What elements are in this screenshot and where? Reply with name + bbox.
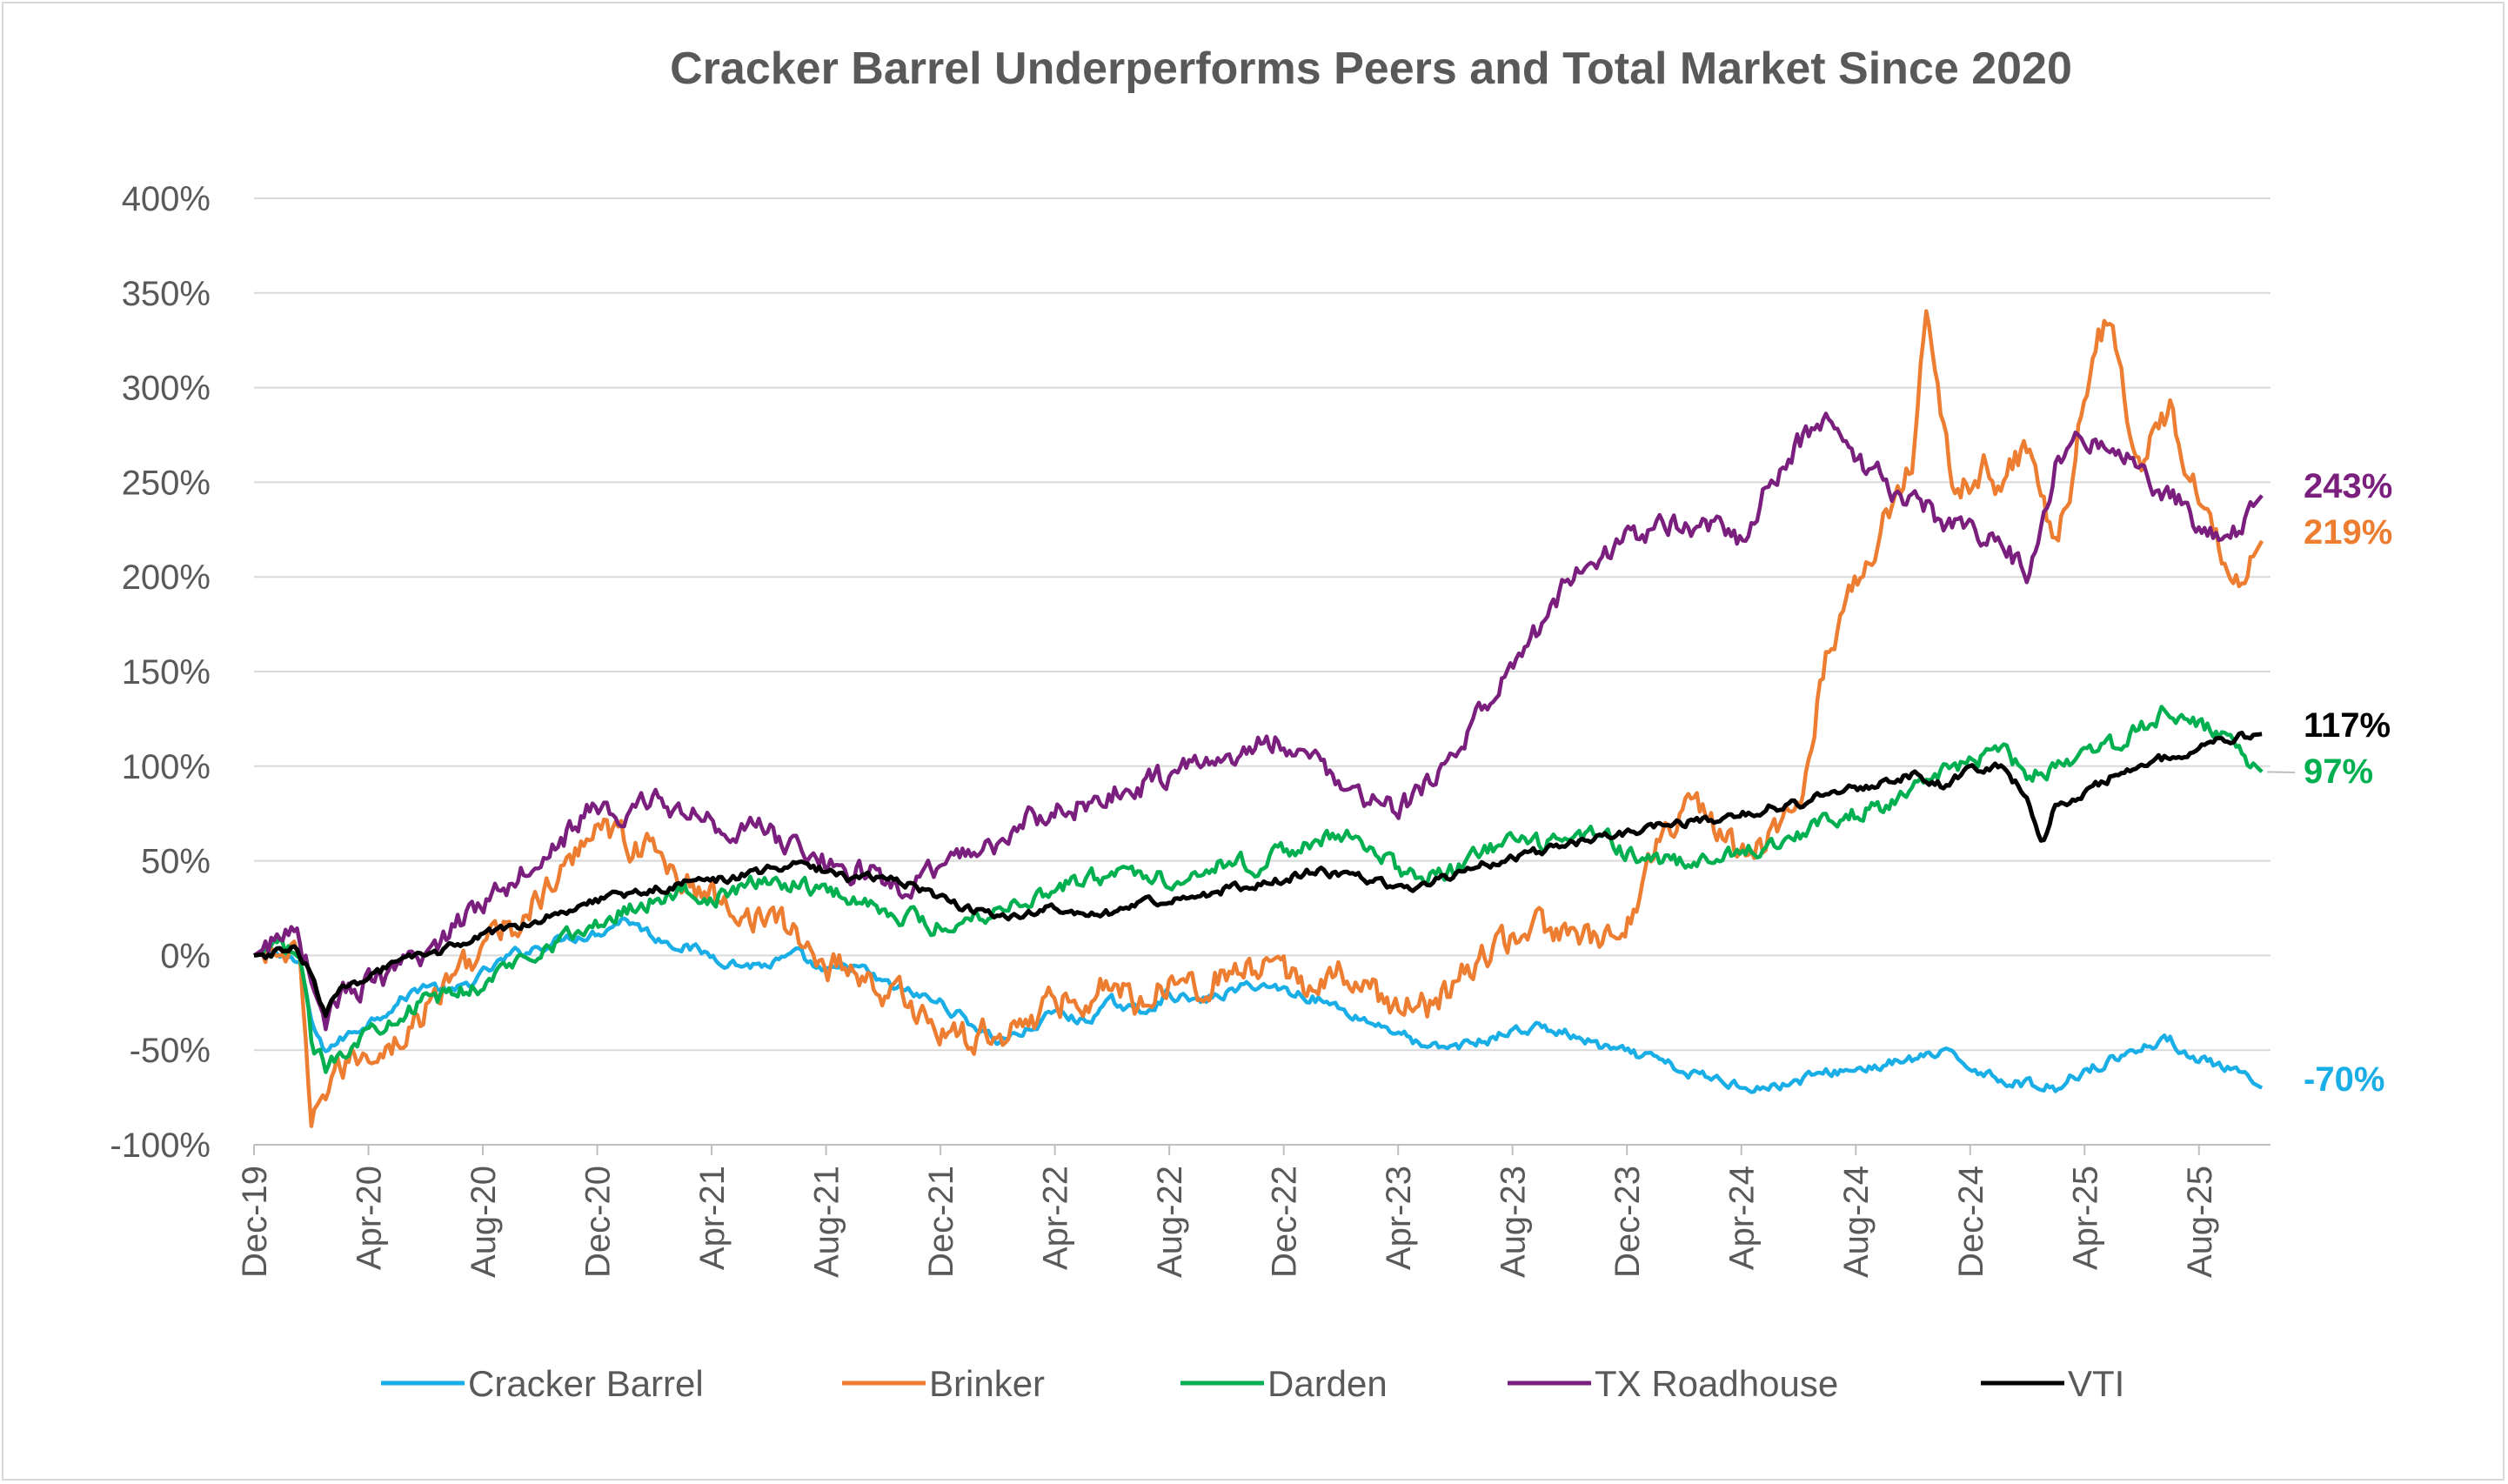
x-tick-label: Apr-23 — [1380, 1166, 1418, 1270]
end-label-vti: 117% — [2304, 706, 2391, 745]
x-tick-label: Dec-22 — [1266, 1166, 1304, 1278]
end-label-darden: 97% — [2304, 752, 2373, 791]
legend-label-brinker: Brinker — [929, 1363, 1045, 1404]
y-tick-label: 150% — [122, 653, 211, 692]
series-line-tx-roadhouse — [252, 411, 2264, 1032]
end-label-cracker-barrel: -70% — [2304, 1060, 2384, 1099]
x-tick-label: Aug-25 — [2181, 1166, 2219, 1278]
y-tick-label: -50% — [130, 1032, 211, 1070]
y-tick-label: 200% — [122, 558, 211, 597]
y-tick-label: 0% — [160, 937, 211, 975]
y-tick-label: 100% — [122, 748, 211, 786]
y-tick-label: 350% — [122, 275, 211, 313]
y-axis-tick-labels: 400% 350% 300% 250% 200% 150% 100% 50% 0% -50% -10… — [110, 180, 211, 1165]
x-tick-label: Dec-21 — [922, 1166, 960, 1278]
x-tick-label: Aug-21 — [808, 1166, 846, 1278]
y-tick-label: 50% — [141, 843, 211, 881]
x-tick-label: Aug-22 — [1151, 1166, 1189, 1278]
x-tick-label: Apr-22 — [1037, 1166, 1075, 1270]
x-tick-label: Apr-24 — [1723, 1166, 1762, 1270]
y-tick-label: -100% — [110, 1126, 211, 1165]
x-tick-label: Dec-20 — [579, 1166, 618, 1278]
end-labels: -70% 219% 97% 243% 117% — [2267, 467, 2392, 1099]
x-tick-label: Dec-23 — [1608, 1166, 1647, 1278]
legend-label-cracker-barrel: Cracker Barrel — [468, 1363, 704, 1404]
x-tick-label: Aug-24 — [1837, 1166, 1876, 1278]
x-axis: Dec-19 Apr-20 Aug-20 Dec-20 Apr-21 Aug-21 Dec-… — [236, 1144, 2271, 1278]
legend-label-vti: VTI — [2068, 1363, 2124, 1404]
series-line-vti — [253, 730, 2263, 1019]
chart-title: Cracker Barrel Underperforms Peers and T… — [670, 43, 2072, 94]
y-tick-label: 300% — [122, 370, 211, 408]
end-label-tx-roadhouse: 243% — [2304, 467, 2392, 505]
x-tick-label: Apr-21 — [693, 1166, 732, 1270]
x-tick-label: Apr-25 — [2066, 1166, 2104, 1270]
series-line-cracker-barrel — [253, 916, 2264, 1094]
series-line-darden — [253, 705, 2264, 1074]
y-tick-label: 400% — [122, 180, 211, 218]
legend: Cracker Barrel Brinker Darden TX Roadhouse V… — [381, 1363, 2124, 1404]
series-line-brinker — [253, 309, 2264, 1128]
legend-label-tx-roadhouse: TX Roadhouse — [1595, 1363, 1838, 1404]
x-tick-label: Dec-19 — [236, 1166, 274, 1278]
x-tick-label: Aug-23 — [1495, 1166, 1533, 1278]
x-tick-label: Apr-20 — [351, 1166, 389, 1270]
x-tick-label: Dec-24 — [1952, 1166, 1990, 1278]
gridlines — [254, 197, 2271, 1146]
y-tick-label: 250% — [122, 464, 211, 502]
series-lines — [252, 309, 2264, 1128]
legend-label-darden: Darden — [1267, 1363, 1388, 1404]
end-label-brinker: 219% — [2304, 513, 2392, 551]
x-tick-label: Aug-20 — [465, 1166, 503, 1278]
